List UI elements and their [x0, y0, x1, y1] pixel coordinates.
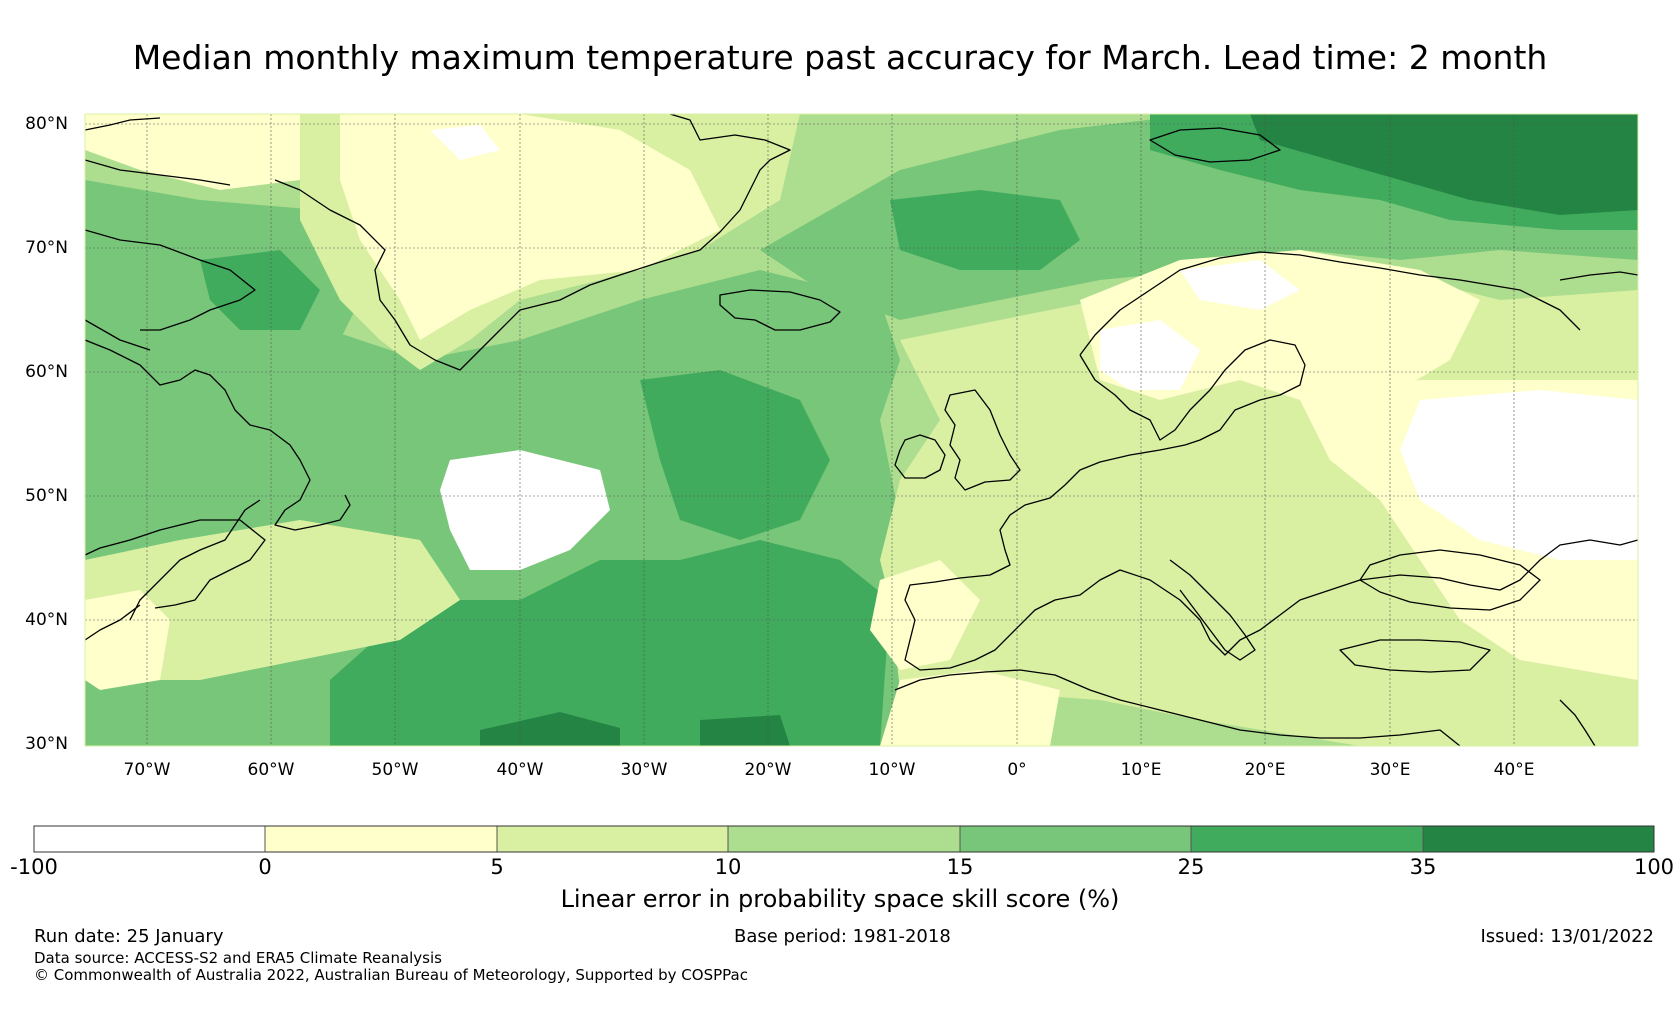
map-title: Median monthly maximum temperature past … [132, 38, 1548, 77]
coast-red-sea [1559, 699, 1596, 746]
lon-label-20w: 20°W [744, 760, 792, 780]
lat-label-50n: 50°N [25, 486, 68, 506]
lon-label-30w: 30°W [620, 760, 668, 780]
lon-label-30e: 30°E [1369, 760, 1411, 780]
colorbar-tick-5: 5 [490, 855, 504, 879]
lon-label-20e: 20°E [1244, 760, 1286, 780]
coast-europe-mainland [904, 444, 1638, 671]
skill-field-baffin [85, 114, 300, 190]
colorbar-tick-10: 10 [714, 855, 742, 879]
base-period: Base period: 1981-2018 [734, 926, 951, 947]
graticule [85, 114, 1638, 746]
skill-field-labrador [85, 180, 360, 480]
lon-label-10w: 10°W [868, 760, 916, 780]
coast-novaya-zemlya [1559, 271, 1638, 281]
colorbar-tick-0: 0 [258, 855, 272, 879]
run-date: Run date: 25 January [34, 926, 224, 947]
colorbar-segment-0-5 [265, 826, 497, 852]
lat-label-80n: 80°N [25, 114, 68, 134]
skill-field-atlantic-negative [440, 450, 610, 570]
skill-field-norwegian-sea [890, 190, 1080, 270]
coast-us-east [85, 604, 141, 641]
coast-britain [944, 389, 1021, 491]
skill-field-greenland-interior [340, 114, 720, 340]
skill-field-iberia-yellow [870, 560, 980, 670]
coast-iceland [719, 289, 841, 331]
colorbar-segment-5-10 [497, 826, 728, 852]
skill-field-atlantic-max-1 [700, 715, 790, 746]
coast-north-africa [894, 669, 1461, 746]
skill-field-scandinavia-negative [1100, 320, 1200, 390]
lat-label-60n: 60°N [25, 362, 68, 382]
lat-label-70n: 70°N [25, 238, 68, 258]
lon-label-50w: 50°W [371, 760, 419, 780]
colorbar-segment-10-15 [728, 826, 960, 852]
lon-label-0: 0° [1007, 760, 1027, 780]
lon-label-10e: 10°E [1120, 760, 1162, 780]
coast-svalbard [1149, 127, 1281, 163]
skill-field-eastern-atlantic [640, 370, 830, 540]
issued-date: Issued: 13/01/2022 [1480, 926, 1654, 947]
colorbar-segment-25-35 [1191, 826, 1423, 852]
skill-field-norway-negative [1180, 260, 1300, 310]
lat-label-30n: 30°N [25, 734, 68, 754]
colorbar-tick-100: 100 [1633, 855, 1675, 879]
coast-black-sea [1359, 549, 1541, 611]
colorbar-segment-35-100 [1423, 826, 1654, 852]
skill-field-west-atlantic [85, 520, 460, 680]
colorbar-tick-35: 35 [1409, 855, 1437, 879]
data-source: Data source: ACCESS-S2 and ERA5 Climate … [34, 949, 442, 967]
lon-label-60w: 60°W [247, 760, 295, 780]
coast-turkey [1339, 639, 1491, 673]
colorbar-tick-25: 25 [1177, 855, 1205, 879]
colorbar-segment-15-25 [960, 826, 1191, 852]
coast-greenland [274, 114, 791, 371]
skill-field-greenland-negative [430, 125, 500, 160]
colorbar-title: Linear error in probability space skill … [560, 885, 1120, 913]
colorbar-segment-neg100-0 [34, 826, 265, 852]
coast-baffin [85, 117, 256, 351]
skill-field-russia-negative [1400, 390, 1638, 560]
lon-label-40e: 40°E [1493, 760, 1535, 780]
skill-field-north-africa [880, 670, 1060, 746]
coast-ireland [894, 434, 946, 479]
skill-score-map [85, 114, 1638, 746]
coast-italy [1169, 559, 1256, 661]
coast-nova-scotia [85, 519, 266, 609]
lon-label-70w: 70°W [123, 760, 171, 780]
skill-field-east-us [85, 590, 170, 690]
skill-field-arctic-max [1250, 114, 1638, 215]
coast-scandinavia [1079, 251, 1581, 446]
skill-field-atlantic-max-2 [480, 712, 620, 746]
coast-labrador [85, 339, 351, 621]
colorbar-dividers [264, 826, 1424, 852]
colorbar-frame [33, 825, 1655, 853]
colorbar [33, 825, 1655, 853]
copyright: © Commonwealth of Australia 2022, Austra… [34, 966, 748, 984]
skill-field-subtropical-atlantic [330, 540, 890, 746]
colorbar-tick-neg100: -100 [10, 855, 58, 879]
map-frame [84, 113, 1639, 747]
coastlines [85, 114, 1638, 746]
lat-label-40n: 40°N [25, 610, 68, 630]
lon-label-40w: 40°W [496, 760, 544, 780]
colorbar-tick-15: 15 [946, 855, 974, 879]
